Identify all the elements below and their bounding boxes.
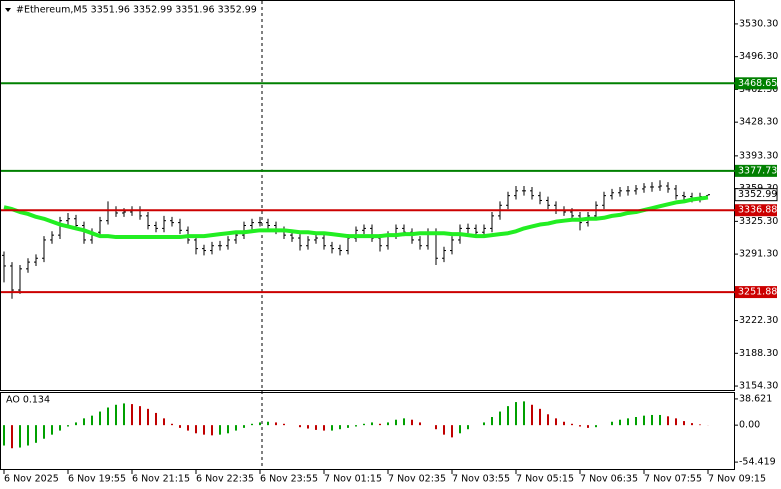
x-tick-label: 7 Nov 05:15 — [516, 474, 574, 485]
level-tag — [735, 286, 777, 299]
level-label: 3336.88 — [738, 205, 777, 216]
x-tick-label: 6 Nov 23:55 — [260, 474, 318, 485]
x-tick-label: 6 Nov 19:55 — [68, 474, 126, 485]
x-tick-label: 7 Nov 09:15 — [708, 474, 766, 485]
y-tick-label: 0.00 — [739, 420, 760, 431]
x-tick-label: 6 Nov 21:15 — [132, 474, 190, 485]
price-label: 3352.99 — [738, 189, 777, 200]
y-tick-label: 38.621 — [739, 393, 772, 404]
menu-icon — [5, 8, 11, 12]
y-tick-label: 3188.30 — [739, 348, 778, 359]
main-frame — [0, 0, 735, 391]
ao-frame — [0, 392, 735, 470]
y-tick-label: 3530.30 — [739, 18, 778, 29]
x-tick-label: 7 Nov 06:35 — [580, 474, 638, 485]
x-tick-label: 7 Nov 01:15 — [324, 474, 382, 485]
ao-title: AO 0.134 — [6, 395, 50, 406]
x-tick-label: 6 Nov 22:35 — [196, 474, 254, 485]
y-tick-label: 3462.30 — [739, 84, 778, 95]
x-tick-label: 6 Nov 2025 — [4, 474, 59, 485]
y-tick-label: 3496.30 — [739, 51, 778, 62]
y-tick-label: 3325.30 — [739, 216, 778, 227]
level-tag — [735, 164, 777, 177]
x-tick-label: 7 Nov 07:55 — [644, 474, 702, 485]
y-tick-label: 3393.30 — [739, 150, 778, 161]
y-tick-label: 3154.30 — [739, 381, 778, 392]
y-tick-label: 3428.30 — [739, 117, 778, 128]
level-label: 3377.73 — [738, 165, 777, 176]
level-label: 3251.88 — [738, 287, 777, 298]
x-tick-label: 7 Nov 02:35 — [388, 474, 446, 485]
chart-title: #Ethereum,M5 3351.96 3352.99 3351.96 335… — [16, 5, 257, 16]
level-label: 3468.65 — [738, 78, 777, 89]
y-tick-label: 3222.30 — [739, 315, 778, 326]
price-tag — [734, 188, 778, 202]
level-tag — [735, 77, 777, 90]
moving-average — [3, 195, 709, 240]
y-tick-label: -54.419 — [739, 457, 776, 468]
y-tick-label: 3291.30 — [739, 249, 778, 260]
x-tick-label: 7 Nov 03:55 — [452, 474, 510, 485]
level-tag — [735, 204, 777, 217]
